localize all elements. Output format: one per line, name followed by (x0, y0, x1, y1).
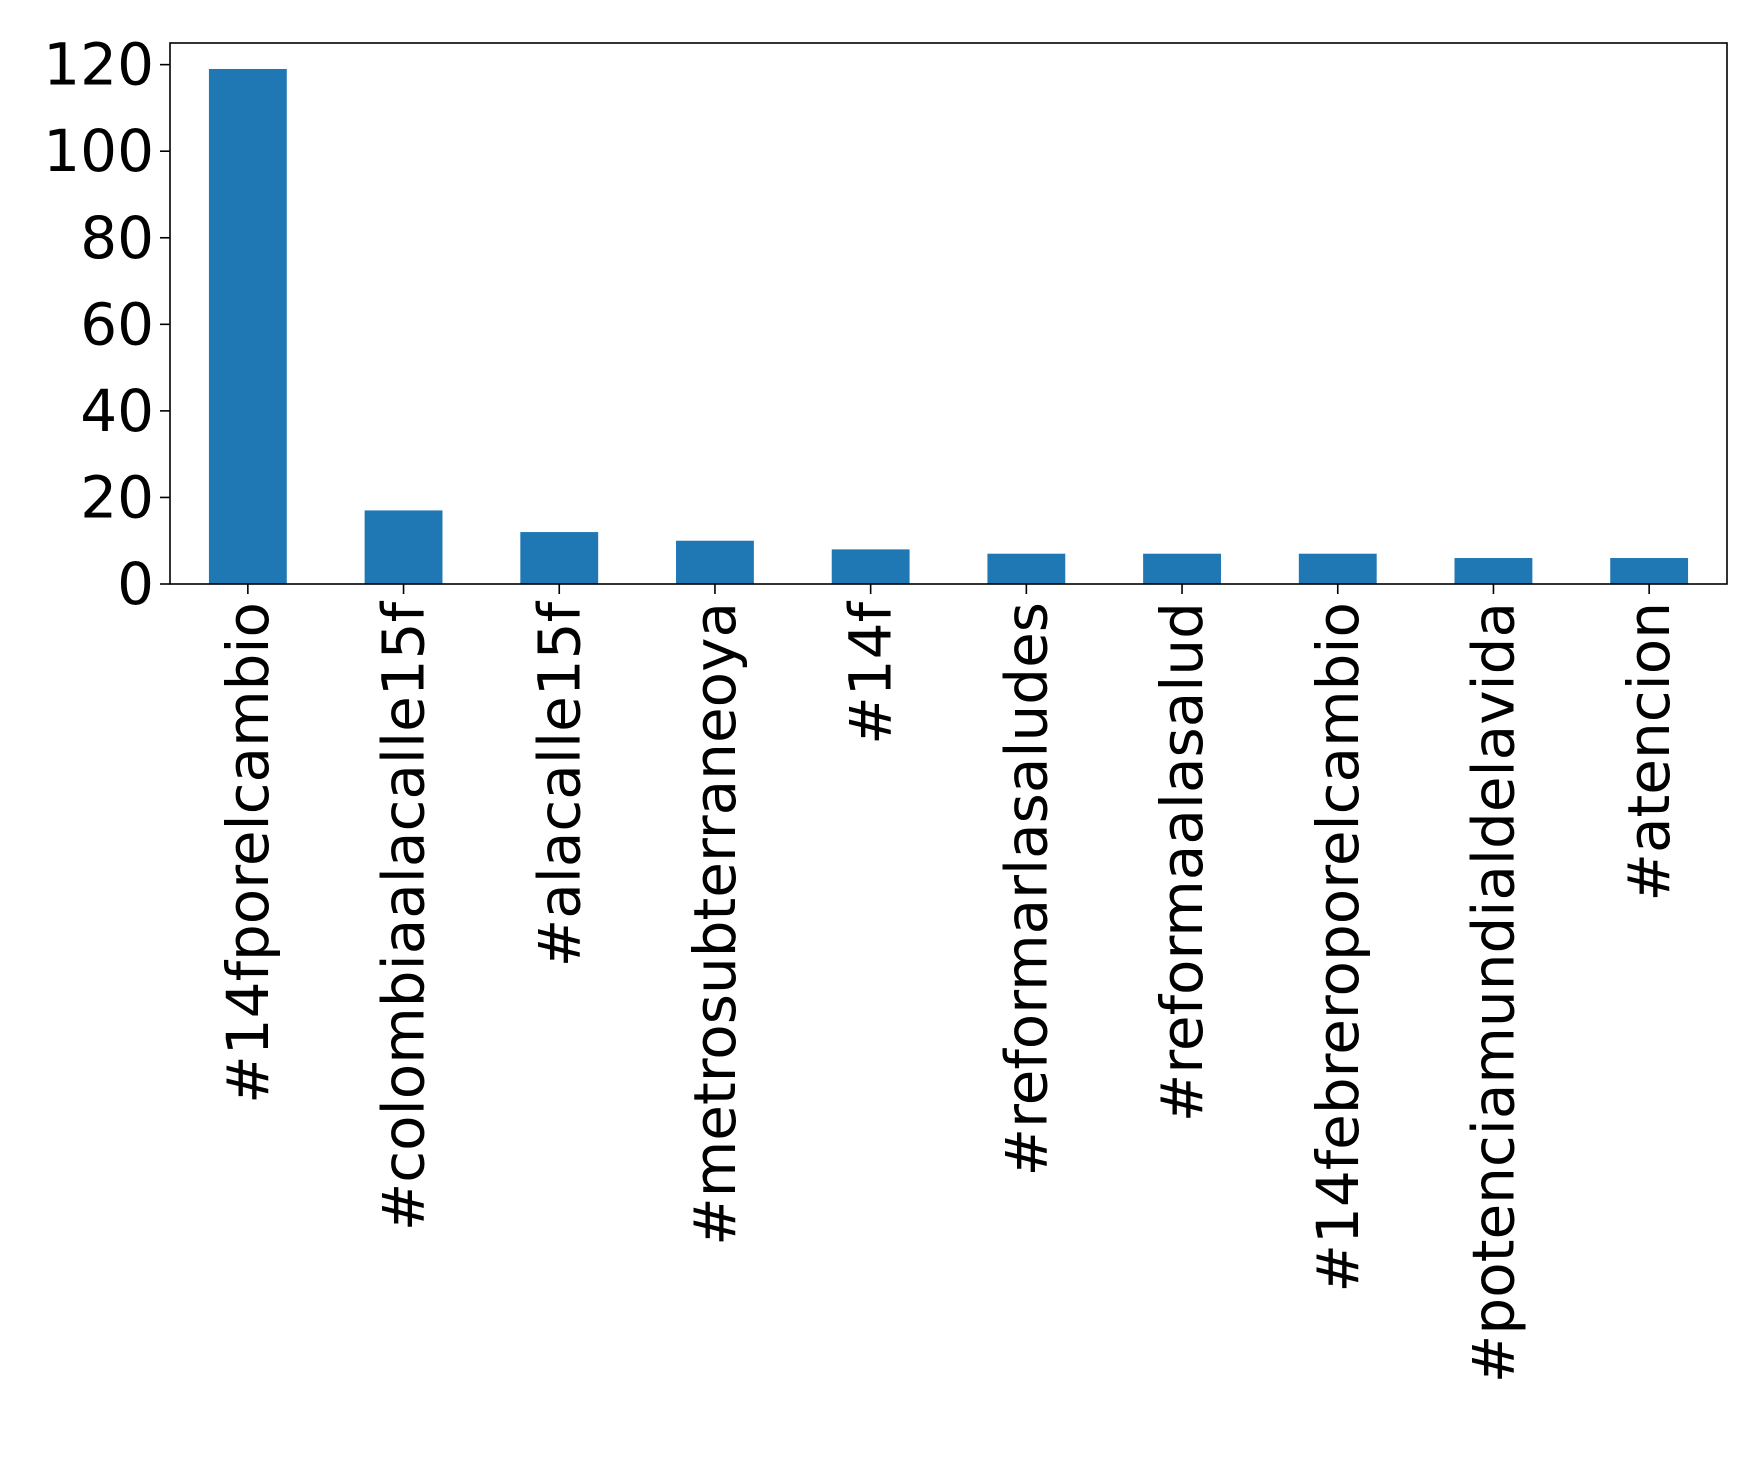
x-tick-label: #14f (837, 600, 905, 744)
bar-0 (208, 68, 287, 585)
bar-4 (831, 549, 910, 584)
bar-3 (676, 540, 754, 584)
bar-7 (1298, 553, 1377, 584)
x-axis: #14fporelcambio #colombiaalacalle15f #alac… (214, 584, 1683, 1383)
x-tick-label: #colombiaalacalle15f (370, 600, 438, 1231)
bars-layer (208, 68, 1689, 585)
bar-8 (1454, 558, 1533, 584)
y-axis: 0 20 40 60 80 100 120 (43, 31, 170, 618)
bar-2 (520, 532, 599, 584)
bar-5 (987, 553, 1066, 584)
bar-1 (364, 510, 443, 584)
y-tick-label: 60 (80, 290, 154, 358)
x-tick-label: #14febreroporelcambio (1304, 602, 1372, 1293)
x-tick-label: #reformaalasalud (1148, 602, 1216, 1122)
plot-frame (169, 42, 1728, 585)
bar-9 (1610, 558, 1689, 584)
bar-6 (1143, 553, 1221, 584)
x-tick-label: #atencion (1615, 602, 1683, 902)
y-tick-label: 120 (43, 31, 154, 99)
x-tick-label: #14fporelcambio (214, 602, 282, 1104)
y-tick-label: 100 (43, 117, 154, 185)
x-tick-label: #reformarlasaludes (992, 602, 1060, 1176)
y-tick-label: 80 (80, 204, 154, 272)
x-tick-label: #alacalle15f (525, 600, 593, 967)
y-tick-label: 40 (80, 377, 154, 445)
x-tick-label: #metrosubterraneoya (681, 602, 749, 1246)
y-tick-label: 20 (80, 463, 154, 531)
x-tick-label: #potenciamundialdelavida (1459, 602, 1527, 1383)
y-tick-label: 0 (117, 550, 154, 618)
